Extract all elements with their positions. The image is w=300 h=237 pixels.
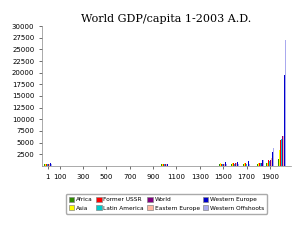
Legend: Africa, Asia, Former USSR, Latin America, World, Eastern Europe, Western Europe,: Africa, Asia, Former USSR, Latin America… xyxy=(66,194,267,214)
Bar xyxy=(234,164,235,166)
Bar xyxy=(231,164,232,166)
Bar xyxy=(223,164,224,166)
Bar xyxy=(162,164,163,166)
Bar xyxy=(261,163,262,166)
Bar xyxy=(163,164,164,166)
Bar xyxy=(249,164,250,166)
Bar xyxy=(226,164,227,166)
Bar xyxy=(248,161,249,166)
Bar xyxy=(222,164,223,166)
Bar xyxy=(283,136,284,166)
Bar xyxy=(268,160,269,166)
Bar xyxy=(224,164,225,166)
Bar xyxy=(273,148,274,166)
Title: World GDP/capita 1-2003 A.D.: World GDP/capita 1-2003 A.D. xyxy=(81,14,252,24)
Bar xyxy=(238,164,239,166)
Bar xyxy=(262,160,263,166)
Bar xyxy=(278,159,279,166)
Bar xyxy=(236,163,237,166)
Bar xyxy=(284,75,285,166)
Bar xyxy=(272,152,273,166)
Bar xyxy=(220,163,221,166)
Bar xyxy=(161,164,162,166)
Bar xyxy=(237,162,238,166)
Bar xyxy=(285,40,286,166)
Bar xyxy=(164,164,165,166)
Bar xyxy=(225,162,226,166)
Bar xyxy=(51,164,52,166)
Bar xyxy=(166,164,167,166)
Bar xyxy=(270,160,271,166)
Bar xyxy=(246,164,247,166)
Bar xyxy=(279,150,280,166)
Bar xyxy=(280,140,281,166)
Bar xyxy=(257,164,258,166)
Bar xyxy=(281,139,282,166)
Bar xyxy=(49,164,50,166)
Bar xyxy=(267,163,268,166)
Bar xyxy=(47,164,48,166)
Bar xyxy=(235,163,236,166)
Bar xyxy=(45,164,46,166)
Bar xyxy=(266,163,267,166)
Bar xyxy=(168,164,169,166)
Bar xyxy=(245,163,246,166)
Bar xyxy=(232,163,233,166)
Bar xyxy=(259,163,260,166)
Bar xyxy=(247,163,248,166)
Bar xyxy=(282,136,283,166)
Bar xyxy=(221,164,222,166)
Bar xyxy=(271,158,272,166)
Bar xyxy=(46,164,47,166)
Bar xyxy=(263,160,264,166)
Bar xyxy=(165,164,166,166)
Bar xyxy=(260,163,261,166)
Bar xyxy=(233,163,234,166)
Bar xyxy=(244,163,245,166)
Bar xyxy=(48,164,49,166)
Bar xyxy=(258,163,259,166)
Bar xyxy=(44,164,45,166)
Bar xyxy=(269,161,270,166)
Bar xyxy=(243,164,244,166)
Bar xyxy=(50,163,51,166)
